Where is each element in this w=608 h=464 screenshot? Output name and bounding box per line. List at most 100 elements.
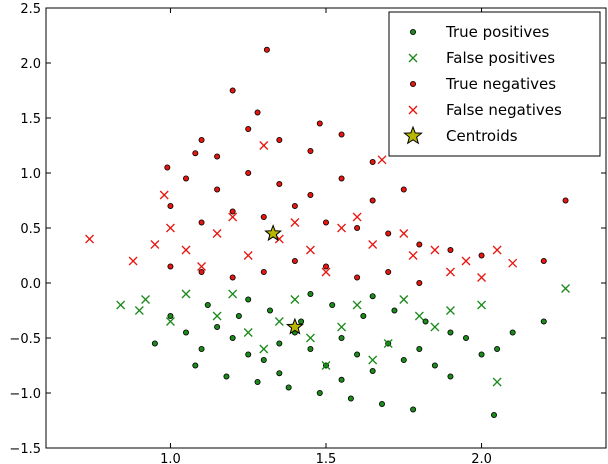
true-negative-point (385, 268, 392, 275)
true-negative-point (322, 263, 329, 270)
legend: True positives False positives True negati… (388, 11, 601, 157)
false-negative-point (508, 258, 518, 268)
true-positive-point (391, 307, 398, 314)
y-tick-label: −1.5 (9, 442, 41, 457)
false-positive-point (181, 289, 191, 299)
false-positive-point (165, 317, 175, 326)
true-positive-point (478, 351, 485, 358)
y-tick-label: 1.5 (20, 112, 41, 127)
false-negative-point (228, 212, 238, 222)
false-negative-point (377, 155, 387, 165)
true-positive-point (354, 351, 361, 358)
true-positive-point (431, 362, 438, 369)
false-positive-point (116, 300, 126, 310)
false-negative-point (85, 234, 95, 244)
true-positive-point (338, 334, 345, 341)
y-tick-label: −0.5 (9, 332, 41, 347)
false-negative-point (159, 190, 169, 200)
true-positive-point (416, 345, 423, 352)
false-negative-point (337, 223, 347, 233)
y-tick-label: 1.0 (20, 167, 41, 182)
true-positive-point (509, 329, 516, 336)
true-negative-point (245, 126, 252, 133)
false-positive-point (337, 322, 347, 332)
false-positive-point (430, 322, 440, 332)
false-negative-point (243, 251, 253, 260)
true-negative-point (198, 268, 205, 275)
true-positive-point (298, 318, 305, 325)
true-negative-point (307, 191, 314, 198)
false-negative-point (197, 262, 207, 271)
true-negative-point (354, 274, 361, 281)
false-positive-point (445, 306, 455, 315)
legend-entry-centroids: Centroids (403, 125, 518, 145)
true-positive-point (182, 329, 189, 336)
true-positive-point (329, 301, 336, 308)
true-positive-point (410, 406, 417, 413)
false-negative-point (321, 267, 331, 277)
true-positive-point (245, 351, 252, 358)
false-negative-point (212, 229, 222, 238)
centroid-point (264, 224, 283, 242)
false-positive-point (305, 333, 315, 343)
y-tick-label: 0.0 (20, 277, 41, 292)
true-positive-point (338, 376, 345, 383)
true-negative-point (447, 246, 454, 253)
true-negative-point (478, 252, 485, 259)
false-negative-point (150, 240, 160, 249)
legend-marker-false-positives (408, 53, 418, 63)
true-negative-point (263, 46, 270, 53)
false-negative-point (445, 267, 455, 277)
false-positive-point (134, 306, 144, 315)
false-positive-point (141, 295, 151, 304)
true-negative-point (276, 136, 283, 143)
false-negative-point (408, 251, 418, 260)
true-positive-point (245, 296, 252, 303)
legend-marker-true-negatives (409, 81, 416, 88)
false-positive-point (290, 295, 300, 304)
true-positive-point (447, 373, 454, 380)
true-negative-point (245, 169, 252, 176)
true-negative-point (322, 219, 329, 226)
legend-entry-true-negatives: True negatives (409, 75, 556, 93)
y-tick-label: −1.0 (9, 387, 41, 402)
true-positive-point (378, 400, 385, 407)
false-negative-point (290, 218, 300, 227)
true-positive-point (223, 373, 230, 380)
true-positive-point (369, 367, 376, 374)
true-negative-point (385, 230, 392, 237)
true-positive-point (229, 334, 236, 341)
true-negative-point (316, 120, 323, 127)
false-positive-point (228, 289, 238, 299)
legend-marker-false-negatives (408, 105, 418, 115)
legend-label: True negatives (445, 75, 556, 93)
x-tick-label: 1.0 (160, 452, 181, 464)
true-positive-point (285, 384, 292, 391)
true-negative-point (354, 224, 361, 231)
legend-label: False negatives (446, 101, 562, 119)
legend-entry-false-positives: False positives (408, 49, 555, 67)
true-positive-point (422, 318, 429, 325)
true-negative-point (562, 197, 569, 204)
false-negative-point (352, 212, 362, 222)
true-positive-point (462, 334, 469, 341)
true-positive-point (400, 356, 407, 363)
legend-marker-true-positives (409, 28, 416, 35)
legend-label: Centroids (446, 127, 518, 145)
true-negative-point (416, 279, 423, 286)
true-negative-point (291, 202, 298, 209)
true-positive-point (204, 301, 211, 308)
true-negative-point (291, 257, 298, 264)
false-negative-point (492, 245, 502, 255)
true-negative-point (276, 180, 283, 187)
true-negative-point (229, 274, 236, 281)
y-tick-label: 2.5 (20, 2, 41, 17)
false-positive-point (492, 377, 502, 387)
true-negative-point (338, 175, 345, 182)
legend-label: True positives (445, 23, 549, 41)
false-positive-point (561, 284, 571, 293)
legend-box (388, 11, 601, 157)
true-positive-point (307, 290, 314, 297)
true-negative-point (214, 153, 221, 160)
true-negative-point (229, 208, 236, 215)
